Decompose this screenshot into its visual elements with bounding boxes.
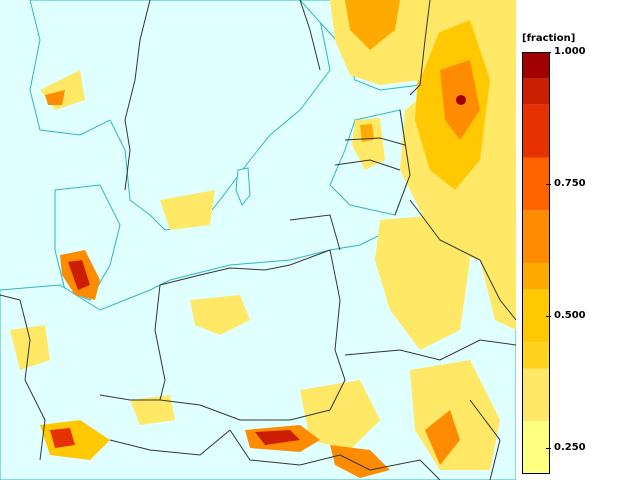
- border-poland-germany: [154, 284, 166, 401]
- color-legend: [fraction] 1.000 0.750 0.500 0.250: [516, 0, 640, 480]
- legend-colorbar-frame: [522, 52, 550, 474]
- legend-tick-mark: [546, 447, 551, 449]
- legend-band-3: [522, 289, 550, 343]
- national-borders: [0, 0, 516, 480]
- border-baltic-russia: [394, 109, 411, 216]
- field-north-poland: [190, 295, 250, 335]
- border-poland-east: [329, 249, 346, 411]
- scandinavia-outline: [29, 0, 331, 231]
- border-hungary: [369, 459, 441, 480]
- legend-tick-label: 0.500: [554, 309, 586, 321]
- border-moldova: [469, 399, 501, 480]
- legend-band-5: [522, 210, 550, 263]
- field-denmark-core: [68, 260, 90, 290]
- legend-title: [fraction]: [522, 33, 576, 44]
- legend-band-8: [522, 78, 550, 105]
- legend-tick-mark: [546, 315, 551, 317]
- field-norway-hot: [45, 90, 65, 105]
- border-poland-north: [159, 249, 331, 286]
- field-sweden-south: [160, 190, 215, 230]
- border-austria: [109, 429, 231, 456]
- border-czech-slovakia: [229, 429, 371, 471]
- field-ukraine-hot: [425, 410, 460, 465]
- legend-band-1: [522, 368, 550, 422]
- legend-band-0: [522, 421, 550, 474]
- field-belarus: [375, 215, 470, 350]
- border-sweden-finland: [299, 0, 321, 71]
- map-area: [0, 0, 516, 480]
- legend-tick-mark: [546, 183, 551, 185]
- legend-tick-label: 0.750: [554, 177, 586, 189]
- border-norway-sweden: [124, 0, 151, 191]
- legend-band-2: [522, 342, 550, 369]
- border-belarus-ukraine: [344, 339, 516, 361]
- border-belarus-russia: [409, 199, 516, 321]
- border-lithuania-latvia: [334, 159, 401, 171]
- legend-band-9: [522, 52, 550, 79]
- border-germany-west: [0, 294, 46, 461]
- border-germany-south: [99, 394, 160, 401]
- legend-tick-label: 1.000: [554, 46, 586, 57]
- fraction-field: [10, 0, 516, 478]
- legend-tick-label: 0.250: [554, 441, 586, 453]
- legend-band-7: [522, 104, 550, 158]
- legend-band-6: [522, 157, 550, 211]
- field-baltic-west: [352, 118, 385, 170]
- legend-band-4: [522, 263, 550, 290]
- border-estonia-latvia: [344, 137, 406, 146]
- field-alps-east: [330, 445, 390, 478]
- field-carpathian: [300, 380, 380, 450]
- field-czech: [130, 395, 175, 425]
- field-russia-peak: [456, 95, 466, 105]
- border-poland-south: [159, 399, 331, 421]
- field-belgium: [10, 325, 50, 370]
- gotland-outline: [235, 167, 251, 206]
- border-kaliningrad: [289, 214, 341, 251]
- field-germany-southwest-hot: [50, 428, 75, 448]
- legend-colorbar: [522, 52, 550, 474]
- field-finland-hot: [345, 0, 400, 50]
- legend-tick-mark: [546, 52, 551, 53]
- field-tatra-core: [255, 430, 300, 445]
- border-finland-russia: [409, 0, 431, 96]
- field-baltic-west-hot: [360, 124, 374, 142]
